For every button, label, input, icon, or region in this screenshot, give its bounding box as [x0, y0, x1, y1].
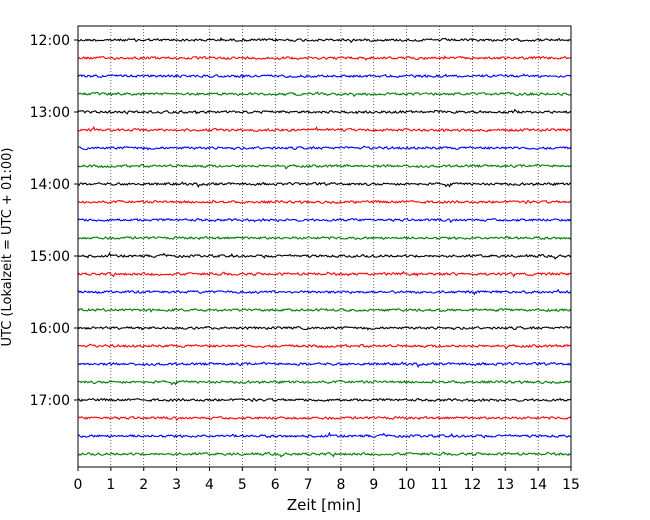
trace-5	[77, 125, 572, 133]
trace-21	[77, 415, 572, 421]
trace-3	[77, 91, 572, 97]
trace-18	[77, 361, 572, 369]
x-tick-label-10: 10	[398, 477, 416, 493]
x-axis-label: Zeit [min]	[287, 496, 361, 514]
trace-14	[77, 288, 572, 296]
trace-7	[77, 163, 572, 170]
trace-15	[77, 307, 572, 313]
trace-6	[77, 145, 572, 151]
trace-group	[77, 36, 572, 458]
trace-19	[77, 379, 572, 386]
x-tick-label-9: 9	[369, 477, 378, 493]
y-tick-label-4: 16:00	[30, 321, 70, 337]
y-tick-label-2: 14:00	[30, 177, 70, 193]
trace-9	[77, 199, 572, 205]
trace-8	[77, 181, 571, 189]
trace-0	[77, 36, 572, 44]
x-tick-label-1: 1	[106, 477, 115, 493]
trace-11	[77, 235, 572, 241]
plot-background	[78, 26, 571, 467]
x-tick-label-3: 3	[172, 477, 181, 493]
x-tick-label-7: 7	[304, 477, 313, 493]
y-axis-label: UTC (Lokalzeit = UTC + 01:00)	[0, 148, 15, 347]
x-tick-label-12: 12	[463, 477, 481, 493]
x-tick-label-15: 15	[562, 477, 580, 493]
x-tick-label-8: 8	[336, 477, 345, 493]
y-tick-label-0: 12:00	[30, 33, 70, 49]
trace-4	[77, 108, 572, 115]
x-tick-label-14: 14	[529, 477, 547, 493]
trace-13	[77, 270, 572, 278]
trace-10	[77, 217, 572, 223]
x-tick-label-6: 6	[271, 477, 280, 493]
trace-1	[77, 55, 572, 61]
x-tick-label-2: 2	[139, 477, 148, 493]
trace-22	[77, 431, 572, 439]
x-axis-ticks: 0 1 2 3 4 5 6 7 8 9 10 11 12 13 14 15	[74, 467, 580, 493]
x-tick-label-4: 4	[205, 477, 214, 493]
y-tick-label-1: 13:00	[30, 105, 70, 121]
y-axis-ticks: 12:00 13:00 14:00 15:00 16:00 17:00	[30, 33, 78, 409]
x-tick-label-0: 0	[74, 477, 83, 493]
y-tick-label-3: 15:00	[30, 249, 70, 265]
x-tick-label-13: 13	[496, 477, 514, 493]
trace-20	[77, 397, 572, 403]
trace-17	[77, 343, 572, 350]
trace-2	[77, 73, 572, 80]
trace-12	[77, 251, 572, 260]
x-tick-label-5: 5	[238, 477, 247, 493]
y-tick-label-5: 17:00	[30, 393, 70, 409]
trace-16	[77, 326, 572, 331]
x-tick-label-11: 11	[431, 477, 449, 493]
plot-frame	[77, 25, 572, 468]
trace-23	[77, 451, 572, 458]
